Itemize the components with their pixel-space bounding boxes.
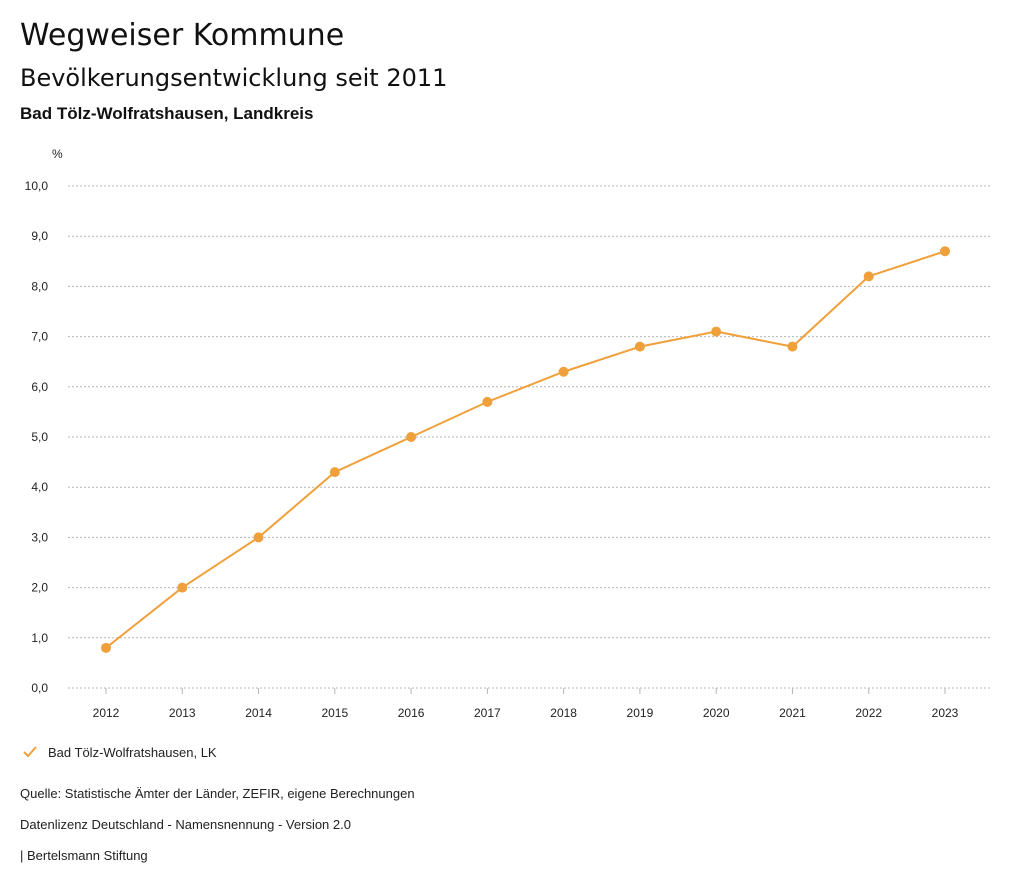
y-tick-label: 3,0 [31, 530, 48, 544]
chart-subtitle: Bevölkerungsentwicklung seit 2011 [20, 64, 448, 92]
y-tick-label: 9,0 [31, 229, 48, 243]
y-tick-label: 5,0 [31, 430, 48, 444]
x-tick-label: 2012 [93, 706, 120, 720]
series-line [105, 250, 946, 649]
data-point[interactable] [406, 432, 417, 442]
legend-label: Bad Tölz-Wolfratshausen, LK [48, 744, 217, 760]
x-tick-label: 2022 [855, 706, 882, 720]
region-name: Bad Tölz-Wolfratshausen, Landkreis [20, 104, 314, 123]
x-tick-label: 2021 [779, 706, 806, 720]
y-tick-label: 7,0 [31, 330, 48, 344]
data-point[interactable] [329, 467, 340, 478]
x-tick-label: 2017 [474, 706, 501, 720]
y-tick-label: 1,0 [31, 631, 48, 645]
y-axis-unit-label: % [52, 147, 63, 161]
data-point[interactable] [253, 532, 264, 543]
data-point[interactable] [863, 271, 874, 282]
source-text: Quelle: Statistische Ämter der Länder, Z… [20, 786, 415, 801]
data-point[interactable] [634, 341, 645, 352]
y-tick-label: 10,0 [25, 179, 49, 193]
legend-item[interactable]: Bad Tölz-Wolfratshausen, LK [22, 744, 217, 760]
data-point[interactable] [940, 246, 950, 257]
license-text: Datenlizenz Deutschland - Namensnennung … [20, 817, 351, 832]
x-tick-label: 2018 [550, 706, 577, 720]
x-tick-label: 2019 [627, 706, 654, 720]
data-point[interactable] [177, 582, 188, 593]
data-point[interactable] [101, 642, 111, 653]
y-tick-label: 6,0 [31, 380, 48, 394]
x-tick-label: 2020 [703, 706, 730, 720]
x-tick-label: 2023 [932, 706, 959, 720]
data-point[interactable] [711, 326, 722, 337]
page-title: Wegweiser Kommune [20, 18, 345, 53]
x-tick-label: 2016 [398, 706, 425, 720]
y-tick-label: 4,0 [31, 480, 48, 494]
x-tick-label: 2013 [169, 706, 196, 720]
line-chart: % 0,0 1,0 2,0 3,0 4,0 5,0 6,0 7,0 8,0 9,0 10,0 201… [25, 147, 990, 720]
y-tick-label: 2,0 [31, 581, 48, 595]
check-icon [23, 746, 37, 758]
x-tick-label: 2014 [245, 706, 272, 720]
publisher-text: | Bertelsmann Stiftung [20, 848, 148, 863]
data-point[interactable] [787, 341, 798, 352]
y-tick-label: 8,0 [31, 279, 48, 293]
y-tick-label: 0,0 [31, 681, 48, 695]
data-point[interactable] [558, 366, 569, 377]
x-tick-label: 2015 [321, 706, 348, 720]
data-point[interactable] [482, 396, 493, 407]
